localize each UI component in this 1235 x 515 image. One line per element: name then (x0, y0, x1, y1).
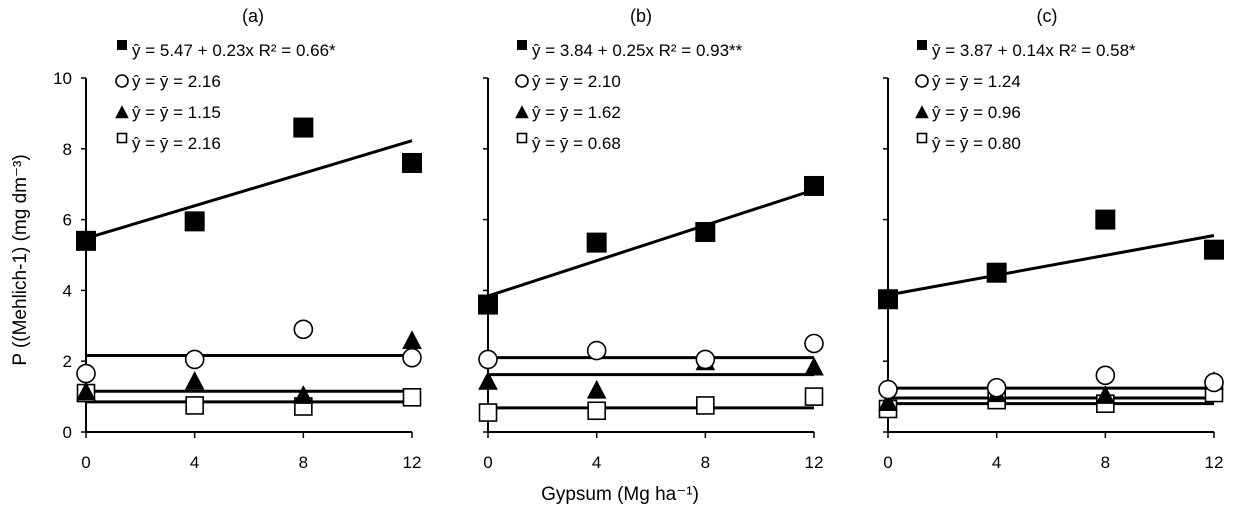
legend-marker-s4 (916, 132, 928, 144)
data-point-s2 (986, 377, 1007, 398)
data-point-s3 (293, 385, 314, 404)
data-point-s4 (804, 387, 824, 406)
panel-title: (c) (1037, 6, 1058, 26)
legend-marker-s3 (515, 105, 529, 119)
data-point-s2 (878, 379, 898, 400)
data-point-s1 (878, 289, 898, 310)
panel-1: (a) 0 2 4 6 8 10 0 4 8 12 ŷ = 5.47 + 0.23x R² = 0.6… (53, 6, 422, 472)
y-tick-label: 2 (63, 352, 72, 371)
legend-marker-s1 (117, 40, 127, 50)
data-point-s3 (1095, 385, 1116, 404)
data-point-s1 (76, 230, 96, 251)
regression-equation: ŷ = ȳ = 2.16 (132, 72, 221, 91)
legend-marker-s3 (115, 105, 129, 119)
data-point-s3 (402, 330, 422, 350)
data-point-s1 (1204, 239, 1224, 260)
panel-title: (a) (242, 6, 264, 26)
data-point-s1 (695, 221, 716, 242)
data-point-s2 (184, 349, 205, 370)
regression-equation: ŷ = ȳ = 2.16 (132, 134, 221, 153)
regression-equation: ŷ = ȳ = 0.80 (932, 134, 1021, 153)
data-point-s3 (804, 356, 824, 376)
x-tick-label: 4 (190, 453, 199, 472)
data-point-s4 (185, 396, 204, 415)
legend-marker-s4 (116, 132, 128, 144)
regression-equation: ŷ = ȳ = 1.62 (532, 103, 621, 122)
x-tick-label: 12 (805, 453, 824, 472)
legend-marker-s2 (515, 74, 529, 88)
x-tick-label: 0 (81, 453, 90, 472)
data-point-s2 (804, 333, 824, 354)
legend-marker-s2 (915, 74, 929, 88)
y-tick-label: 0 (63, 423, 72, 442)
x-tick-label: 8 (701, 453, 710, 472)
panel-3: (c) 0 4 8 12 ŷ = 3.87 + 0.14x R² = 0.58* ŷ = ȳ… (878, 6, 1224, 472)
data-point-s3 (478, 371, 498, 390)
y-tick-label: 4 (63, 281, 72, 300)
x-tick-label: 4 (592, 453, 601, 472)
regression-equation: ŷ = 3.87 + 0.14x R² = 0.58* (932, 41, 1136, 60)
panels: (a) 0 2 4 6 8 10 0 4 8 12 ŷ = 5.47 + 0.23x R² = 0.6… (53, 6, 1224, 472)
regression-equation: ŷ = ȳ = 0.68 (532, 134, 621, 153)
data-point-s2 (478, 349, 498, 370)
regression-equation: ŷ = ȳ = 1.24 (932, 72, 1021, 91)
x-tick-label: 8 (299, 453, 308, 472)
data-point-s1 (402, 152, 422, 173)
y-tick-label: 8 (63, 140, 72, 159)
panel-title: (b) (630, 6, 652, 26)
data-point-s2 (76, 363, 96, 384)
x-tick-label: 0 (883, 453, 892, 472)
x-tick-label: 12 (403, 453, 422, 472)
fit-line-s1 (887, 234, 1215, 297)
regression-equation: ŷ = ȳ = 2.10 (532, 72, 621, 91)
data-point-s1 (478, 294, 498, 315)
x-tick-label: 8 (1101, 453, 1110, 472)
legend-marker-s3 (915, 105, 929, 119)
x-tick-label: 12 (1205, 453, 1224, 472)
data-point-s3 (878, 392, 898, 411)
data-point-s3 (184, 371, 205, 390)
data-point-s1 (986, 262, 1007, 283)
fit-line-s1 (487, 188, 815, 298)
y-tick-label: 6 (63, 211, 72, 230)
y-tick-label: 10 (53, 69, 72, 88)
data-point-s1 (804, 175, 824, 196)
data-point-s2 (293, 319, 314, 340)
data-point-s4 (696, 396, 715, 415)
data-point-s1 (1095, 209, 1116, 230)
data-point-s1 (586, 232, 607, 253)
legend-marker-s1 (517, 40, 527, 50)
regression-equation: ŷ = 5.47 + 0.23x R² = 0.66* (132, 41, 336, 60)
data-point-s4 (587, 401, 606, 421)
data-point-s3 (586, 379, 607, 399)
data-point-s4 (478, 403, 498, 422)
panel-2: (b) 0 4 8 12 ŷ = 3.84 + 0.25x R² = 0.93** ŷ = … (478, 6, 824, 472)
legend-marker-s4 (516, 132, 528, 144)
x-tick-label: 0 (483, 453, 492, 472)
data-point-s2 (1095, 365, 1116, 386)
data-point-s1 (293, 117, 314, 138)
regression-equation: ŷ = ȳ = 0.96 (932, 103, 1021, 122)
legend-marker-s2 (115, 74, 129, 88)
data-point-s2 (586, 340, 607, 361)
regression-equation: ŷ = 3.84 + 0.25x R² = 0.93** (532, 41, 743, 60)
data-point-s2 (695, 349, 716, 370)
data-point-s2 (402, 347, 422, 368)
data-point-s4 (402, 388, 422, 407)
x-axis-title: Gypsum (Mg ha⁻¹) (541, 484, 699, 505)
regression-equation: ŷ = ȳ = 1.15 (132, 103, 221, 122)
data-point-s3 (76, 381, 96, 401)
data-point-s1 (184, 211, 205, 232)
y-axis-title: P ((Mehlich-1) (mg dm⁻³) (10, 154, 31, 365)
legend-marker-s1 (917, 40, 927, 50)
fit-line-s1 (85, 139, 413, 240)
data-point-s2 (1204, 372, 1224, 393)
x-tick-label: 4 (992, 453, 1001, 472)
